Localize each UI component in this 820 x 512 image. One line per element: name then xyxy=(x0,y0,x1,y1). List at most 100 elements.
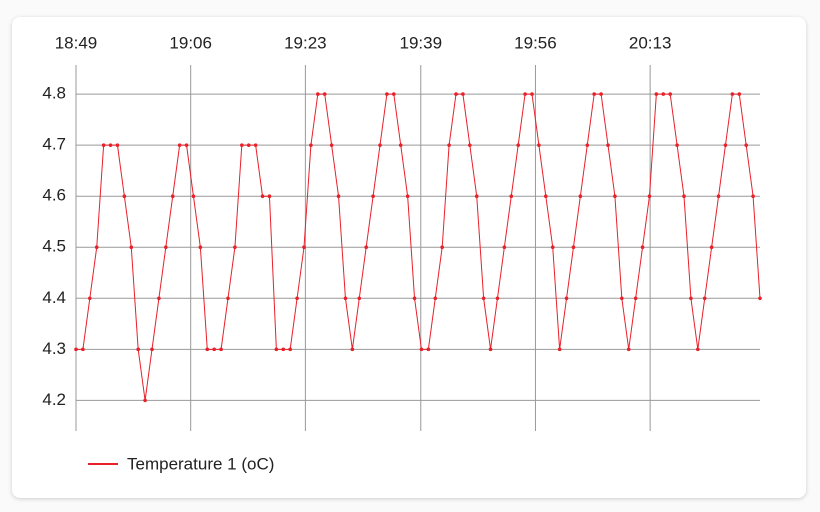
data-point xyxy=(212,347,216,352)
y-tick-label: 4.4 xyxy=(42,288,66,307)
data-point xyxy=(302,245,306,250)
data-point xyxy=(150,347,154,352)
data-point xyxy=(253,143,258,147)
y-tick-label: 4.7 xyxy=(42,135,66,154)
data-point xyxy=(626,347,631,352)
data-point xyxy=(447,143,451,147)
data-point xyxy=(378,143,382,147)
data-point xyxy=(751,194,755,198)
data-point xyxy=(495,296,500,301)
data-point xyxy=(164,245,168,250)
data-point xyxy=(88,296,92,301)
y-tick-label: 4.3 xyxy=(42,339,66,358)
data-point xyxy=(737,92,742,96)
data-point xyxy=(709,245,714,250)
data-point xyxy=(758,296,762,301)
data-point xyxy=(336,194,341,198)
data-point xyxy=(661,92,666,96)
data-point xyxy=(101,143,106,147)
x-tick-label: 19:39 xyxy=(399,33,442,52)
x-tick-label: 18:49 xyxy=(55,33,98,52)
data-point xyxy=(633,296,638,301)
data-point xyxy=(592,92,596,96)
data-point xyxy=(288,347,292,352)
data-point xyxy=(115,143,120,147)
data-point xyxy=(177,143,182,147)
data-point xyxy=(385,92,389,96)
data-point xyxy=(675,143,679,147)
data-point xyxy=(613,194,617,198)
data-point xyxy=(74,347,78,352)
data-point xyxy=(550,245,555,250)
data-point xyxy=(440,245,444,250)
data-point xyxy=(640,245,645,250)
data-point xyxy=(260,194,265,198)
data-point xyxy=(564,296,569,301)
data-point xyxy=(537,143,541,147)
data-point xyxy=(108,143,113,147)
data-point xyxy=(122,194,127,198)
data-point xyxy=(295,296,299,301)
x-tick-label: 19:56 xyxy=(514,33,557,52)
data-point xyxy=(143,398,147,403)
data-point xyxy=(157,296,161,301)
data-point xyxy=(474,194,479,198)
y-tick-label: 4.8 xyxy=(42,84,66,103)
data-point xyxy=(129,245,134,250)
data-point xyxy=(136,347,140,352)
data-point xyxy=(454,92,458,96)
data-point xyxy=(578,194,583,198)
series-line xyxy=(76,93,761,401)
data-point xyxy=(184,143,189,147)
data-point xyxy=(523,92,527,96)
data-point xyxy=(488,347,493,352)
data-point xyxy=(481,296,486,301)
data-point xyxy=(730,92,735,96)
data-point xyxy=(371,194,375,198)
data-point xyxy=(246,143,251,147)
data-point xyxy=(405,194,410,198)
data-point xyxy=(329,143,334,147)
data-point xyxy=(343,296,348,301)
y-tick-label: 4.5 xyxy=(42,237,66,256)
y-tick-label: 4.2 xyxy=(42,390,66,409)
data-point xyxy=(267,194,272,198)
data-point xyxy=(557,347,562,352)
data-point xyxy=(226,296,230,301)
x-tick-label: 20:13 xyxy=(629,33,672,52)
data-point xyxy=(654,92,659,96)
data-point xyxy=(509,194,514,198)
data-point xyxy=(350,347,355,352)
data-point xyxy=(689,296,693,301)
x-tick-label: 19:06 xyxy=(169,33,212,52)
data-point xyxy=(585,143,590,147)
data-point xyxy=(696,347,700,352)
data-point xyxy=(599,92,603,96)
data-point xyxy=(219,347,223,352)
data-point xyxy=(205,347,210,352)
data-point xyxy=(94,245,99,250)
data-point xyxy=(316,92,320,96)
data-point xyxy=(544,194,548,198)
data-point xyxy=(723,143,728,147)
data-point xyxy=(364,245,368,250)
data-point xyxy=(571,245,576,250)
data-point xyxy=(468,143,472,147)
data-point xyxy=(744,143,748,147)
data-point xyxy=(170,194,175,198)
data-point xyxy=(357,296,362,301)
data-point xyxy=(530,92,534,96)
data-point xyxy=(682,194,686,198)
x-tick-label: 19:23 xyxy=(284,33,327,52)
data-point xyxy=(702,296,707,301)
legend-label: Temperature 1 (oC) xyxy=(127,454,274,473)
data-point xyxy=(398,143,403,147)
data-point xyxy=(716,194,721,198)
data-point xyxy=(516,143,520,147)
data-point xyxy=(81,347,85,352)
data-point xyxy=(281,347,286,352)
data-point xyxy=(502,245,507,250)
data-point xyxy=(606,143,610,147)
data-point xyxy=(412,296,417,301)
